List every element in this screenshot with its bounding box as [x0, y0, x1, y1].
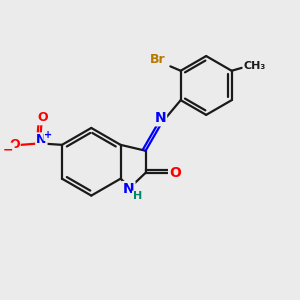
- Text: N: N: [36, 134, 46, 146]
- Text: O: O: [9, 138, 20, 152]
- Text: +: +: [44, 130, 52, 140]
- Text: O: O: [38, 111, 48, 124]
- Text: Br: Br: [150, 53, 166, 66]
- Text: N: N: [123, 182, 134, 196]
- Text: CH₃: CH₃: [244, 61, 266, 71]
- Text: O: O: [169, 166, 181, 180]
- Text: N: N: [154, 111, 166, 125]
- Text: H: H: [133, 191, 142, 201]
- Text: −: −: [3, 144, 14, 157]
